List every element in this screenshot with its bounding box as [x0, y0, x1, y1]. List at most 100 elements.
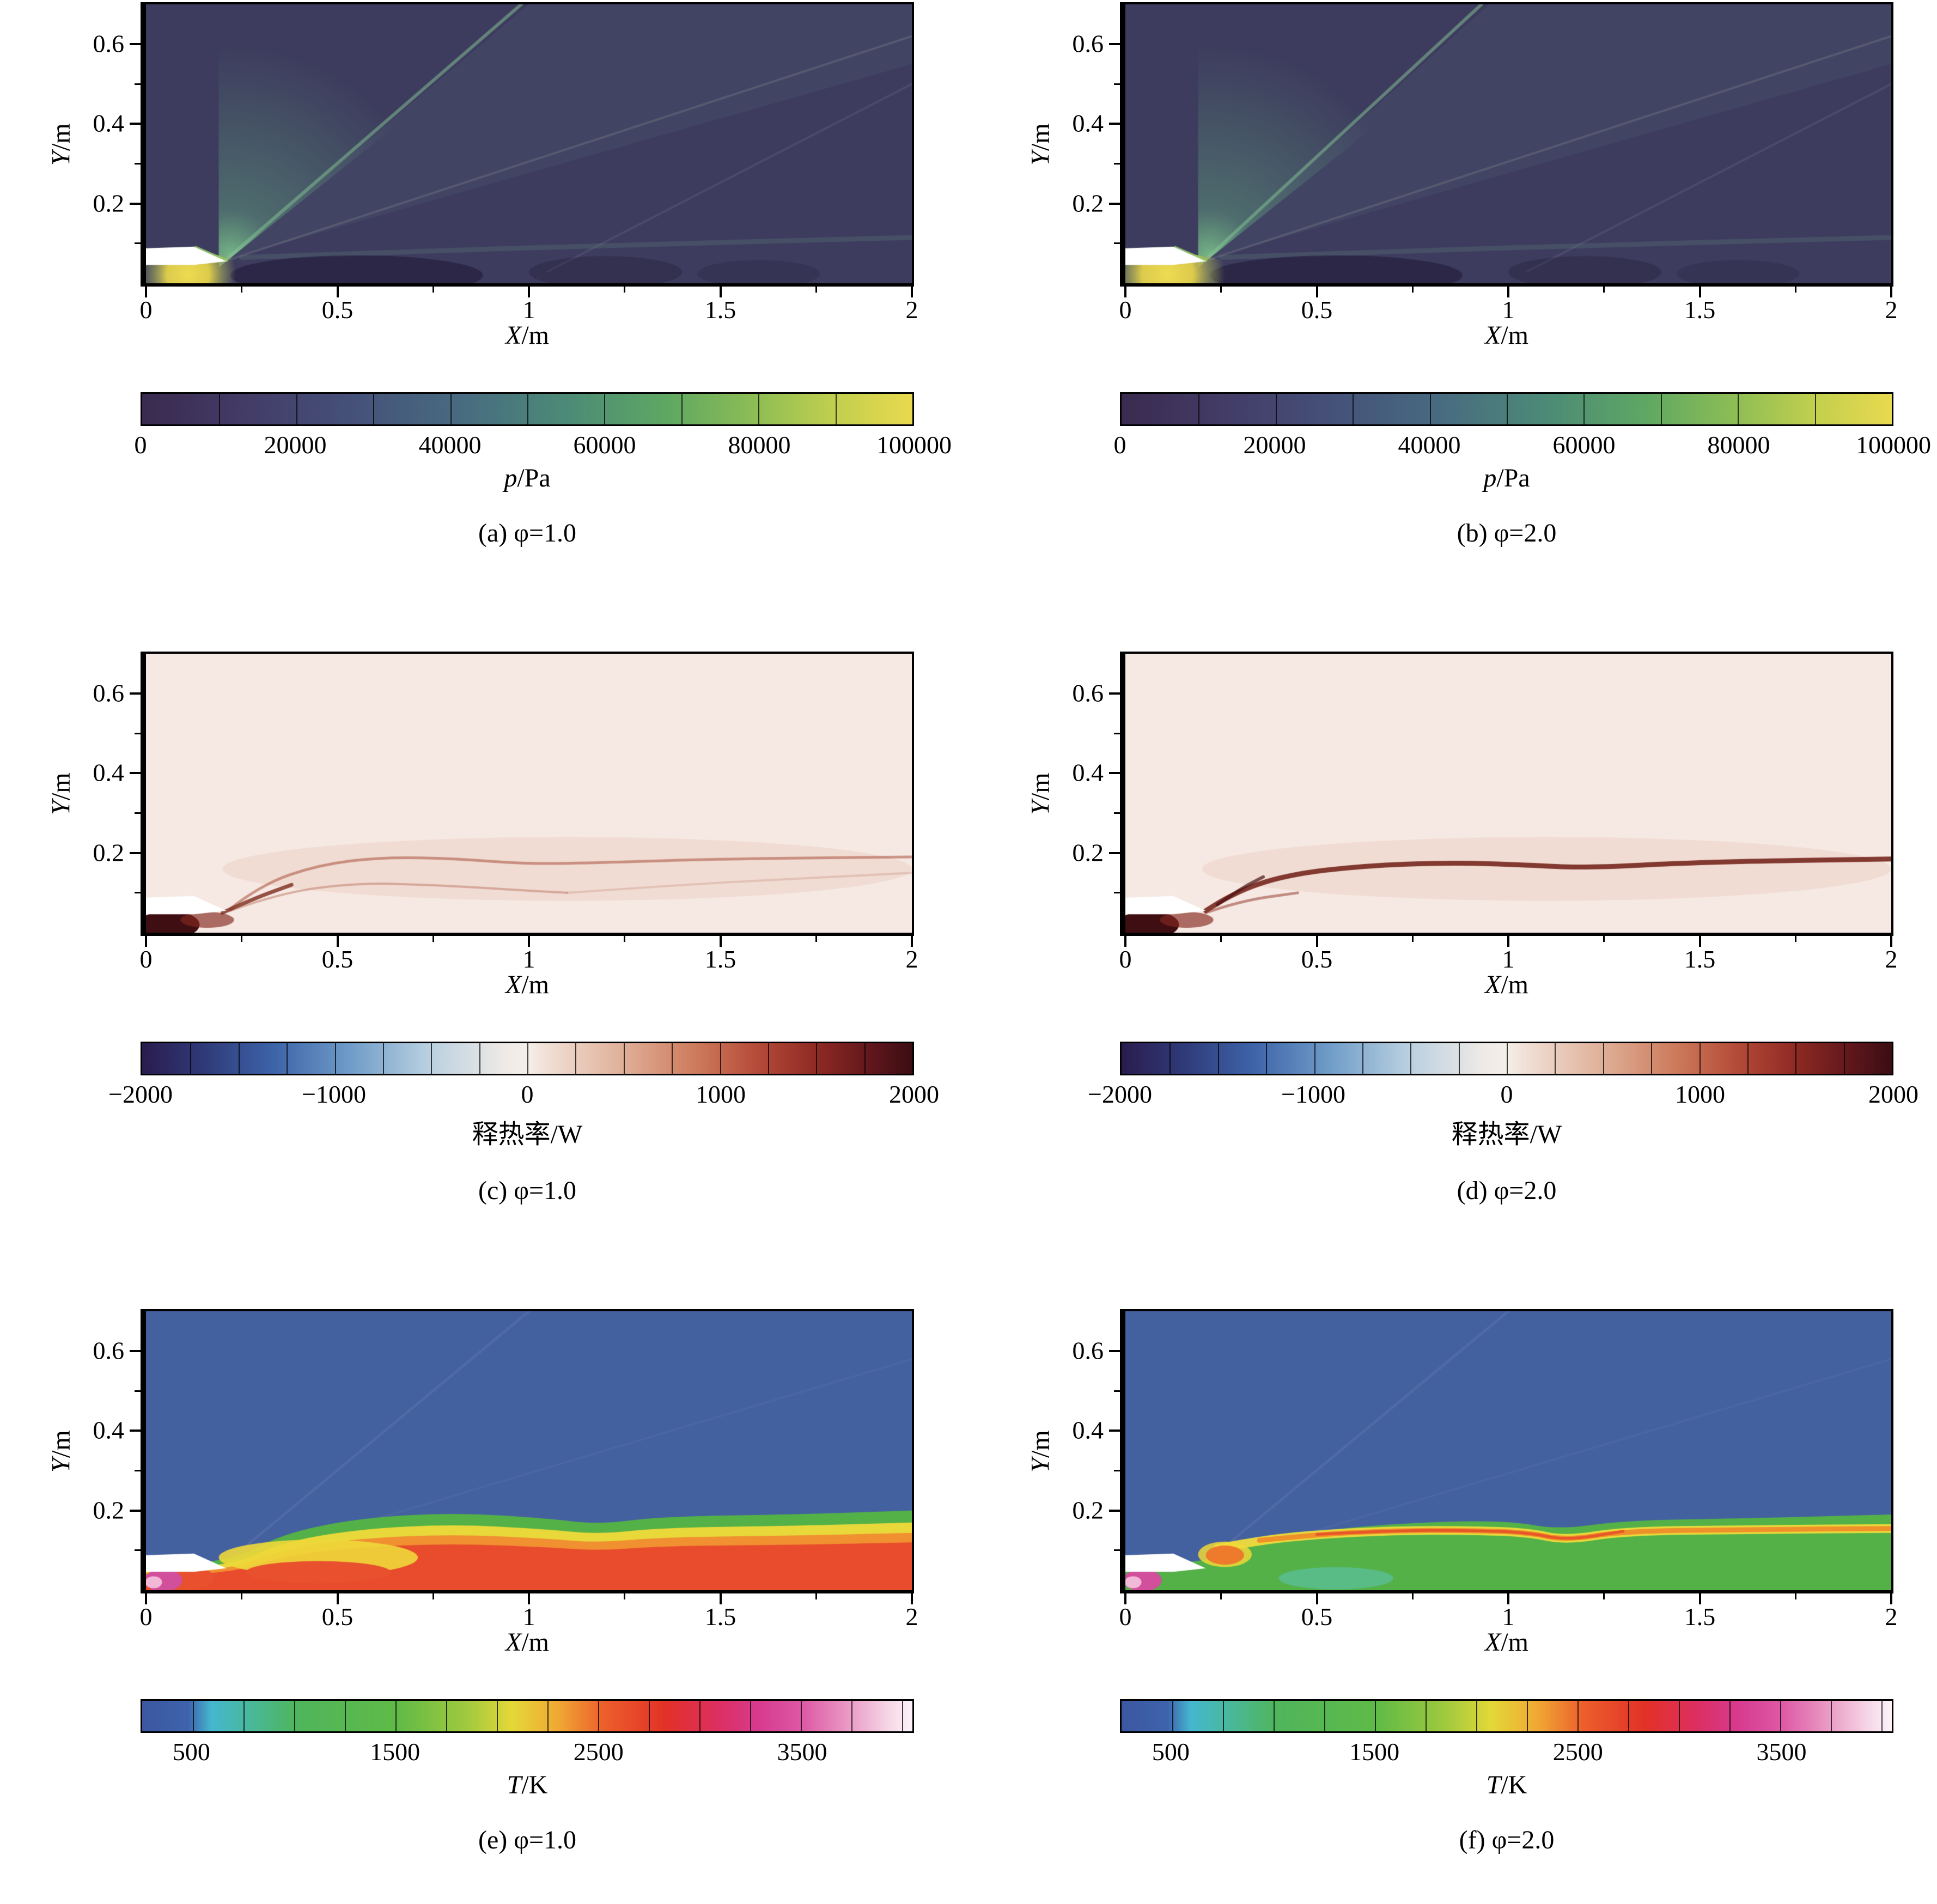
- colorbar-tick-label: 40000: [418, 431, 482, 459]
- x-tick-label: 0: [1119, 945, 1132, 973]
- colorbar-label: T/K: [1120, 1770, 1893, 1800]
- colorbar-unit: /Pa: [1496, 464, 1530, 492]
- colorbar-symbol: T: [1486, 1771, 1501, 1799]
- colorbar: 500 1500 2500 3500 T/K: [1120, 1699, 1893, 1800]
- x-axis-ticks: 0 0.5 1 1.5 2: [1119, 287, 1898, 324]
- colorbar-tick-line: [649, 1701, 650, 1731]
- x-tick-mark: [1890, 1593, 1892, 1604]
- colorbar-gradient: [1120, 1042, 1893, 1075]
- x-tick-label: 2: [1885, 1603, 1898, 1631]
- colorbar-tick-line: [672, 1043, 673, 1074]
- y-tick-label: 0.6: [1072, 679, 1104, 707]
- y-axis-symbol: Y: [46, 800, 76, 815]
- y-axis-label: Y/m: [38, 1309, 84, 1593]
- colorbar-tick-line: [1814, 394, 1816, 424]
- colorbar-tick-line: [758, 394, 760, 424]
- colorbar-tick-line: [219, 394, 221, 424]
- y-axis-unit: /m: [1026, 1430, 1055, 1458]
- y-tick-mark: [135, 1390, 141, 1392]
- x-axis-symbol: X: [505, 321, 522, 350]
- colorbar-tick-label: 0: [134, 431, 147, 459]
- x-tick-mark: [1507, 936, 1509, 947]
- colorbar-tick-line: [902, 1701, 904, 1731]
- colorbar-tick-label: 0: [1113, 431, 1126, 459]
- colorbar-tick-line: [1507, 1043, 1508, 1074]
- y-tick-label: 0.2: [93, 1496, 125, 1524]
- colorbar-tick-line: [750, 1701, 752, 1731]
- contour-plot: [1120, 2, 1893, 287]
- y-axis-unit: /m: [1026, 772, 1055, 800]
- y-tick-mark: [135, 812, 141, 814]
- y-axis-label: Y/m: [1018, 1309, 1063, 1593]
- x-tick-label: 0.5: [1301, 1603, 1333, 1631]
- panel-caption: (c) φ=1.0: [478, 1176, 577, 1205]
- y-tick-mark: [1109, 772, 1120, 775]
- colorbar-tick-line: [193, 1701, 194, 1731]
- x-tick-label: 2: [905, 296, 918, 324]
- panel-caption: (e) φ=1.0: [478, 1826, 577, 1854]
- colorbar-tick-line: [1266, 1043, 1268, 1074]
- y-tick-label: 0.4: [93, 1416, 125, 1444]
- x-axis-label: X/m: [1120, 318, 1893, 354]
- y-axis-label: Y/m: [38, 652, 84, 936]
- x-tick-mark: [1124, 936, 1126, 947]
- colorbar-gradient: [141, 1042, 914, 1075]
- y-tick-mark: [1114, 732, 1120, 734]
- colorbar-tick-line: [768, 1043, 769, 1074]
- x-tick-label: 0.5: [321, 945, 354, 973]
- x-tick-mark: [241, 1593, 243, 1599]
- colorbar-tick-line: [1795, 1043, 1797, 1074]
- x-tick-mark: [145, 287, 147, 297]
- x-tick-mark: [1890, 936, 1892, 947]
- x-tick-label: 2: [1885, 945, 1898, 973]
- y-tick-mark: [130, 1350, 141, 1353]
- x-tick-mark: [336, 287, 339, 297]
- colorbar-tick-line: [479, 1043, 480, 1074]
- x-tick-mark: [815, 1593, 817, 1599]
- y-tick-mark: [1109, 692, 1120, 695]
- y-tick-label: 0.4: [1072, 1416, 1104, 1444]
- x-tick-mark: [432, 1593, 434, 1599]
- colorbar-tick-line: [395, 1701, 397, 1731]
- x-tick-mark: [1603, 287, 1605, 293]
- colorbar-unit: /K: [521, 1771, 548, 1799]
- x-axis-ticks: 0 0.5 1 1.5 2: [140, 936, 918, 973]
- colorbar: 0 20000 40000 60000 80000 100000 p/Pa: [1114, 392, 1932, 493]
- colorbar-label: p/Pa: [1120, 463, 1893, 493]
- x-tick-mark: [1698, 936, 1701, 947]
- y-tick-mark: [135, 242, 141, 245]
- colorbar-symbol: p: [504, 464, 517, 492]
- x-axis-unit: /m: [1501, 1628, 1528, 1657]
- y-axis-ticks: 0.2 0.4 0.6: [84, 652, 141, 936]
- contour-field-canvas: [1125, 1311, 1891, 1590]
- colorbar-tick-line: [604, 394, 606, 424]
- x-tick-mark: [719, 1593, 722, 1604]
- colorbar-tick-labels: 0 20000 40000 60000 80000 100000: [1114, 427, 1932, 459]
- colorbar: 0 20000 40000 60000 80000 100000 p/Pa: [135, 392, 952, 493]
- y-axis-symbol: Y: [1026, 800, 1055, 815]
- x-axis-unit: /m: [521, 970, 549, 999]
- colorbar-tick-line: [1274, 1701, 1275, 1731]
- x-tick-label: 0.5: [321, 1603, 354, 1631]
- colorbar-tick-label: 2500: [1552, 1738, 1603, 1766]
- y-axis-symbol: Y: [46, 1457, 76, 1473]
- colorbar-tick-line: [238, 1043, 240, 1074]
- colorbar-tick-line: [1555, 1043, 1556, 1074]
- colorbar-tick-label: 100000: [1856, 431, 1931, 459]
- y-tick-mark: [1109, 123, 1120, 125]
- y-tick-mark: [1109, 43, 1120, 46]
- y-tick-label: 0.2: [93, 189, 125, 217]
- colorbar-tick-label: 500: [172, 1738, 210, 1766]
- y-axis-ticks: 0.2 0.4 0.6: [1063, 1309, 1120, 1593]
- colorbar-tick-label: −1000: [1281, 1080, 1345, 1108]
- x-tick-mark: [1220, 936, 1222, 942]
- colorbar-tick-label: −2000: [1088, 1080, 1152, 1108]
- x-tick-label: 1: [1502, 1603, 1515, 1631]
- contour-field-canvas: [1125, 654, 1891, 933]
- y-tick-label: 0.6: [1072, 1336, 1104, 1365]
- y-tick-mark: [1109, 1509, 1120, 1512]
- y-tick-mark: [130, 43, 141, 46]
- colorbar-tick-line: [547, 1701, 549, 1731]
- x-tick-mark: [1315, 287, 1318, 297]
- contour-plot: [141, 652, 914, 936]
